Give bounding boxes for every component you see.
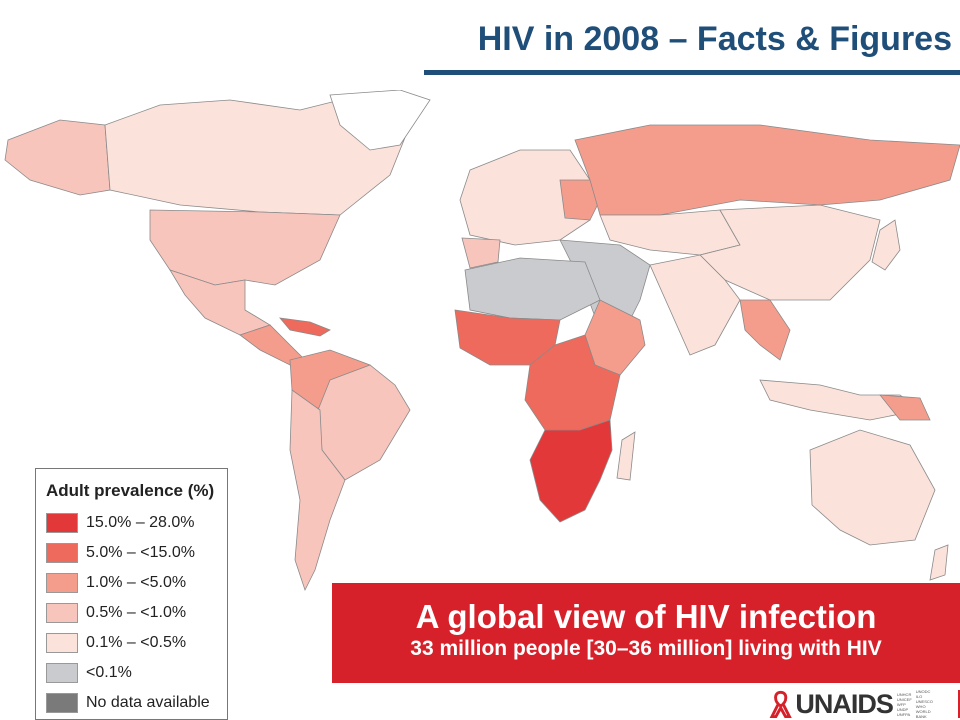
legend-item: 0.1% – <0.5%	[46, 628, 227, 658]
legend-label: <0.1%	[86, 664, 132, 681]
partner-name: UNFPA	[896, 711, 911, 717]
legend-swatch	[46, 693, 78, 713]
region-alaska	[4, 119, 111, 196]
legend-label: No data available	[86, 694, 210, 711]
legend-label: 5.0% – <15.0%	[86, 544, 195, 561]
headline-banner: A global view of HIV infection 33 millio…	[332, 583, 960, 683]
region-north-africa	[464, 257, 601, 321]
red-ribbon-icon	[769, 690, 792, 718]
region-papua-new-guinea	[879, 394, 931, 421]
logo-partners: UNHCR UNICEF WFP UNDP UNFPA	[897, 692, 912, 717]
logo-divider	[958, 690, 960, 718]
legend-title: Adult prevalence (%)	[46, 481, 215, 500]
region-southern-africa	[529, 419, 613, 523]
legend-label: 0.5% – <1.0%	[86, 604, 187, 621]
legend-swatch	[46, 543, 78, 563]
legend-item: 0.5% – <1.0%	[46, 598, 227, 628]
region-usa	[149, 209, 341, 286]
legend-item: No data available	[46, 688, 227, 718]
partner-name: UNHCR	[896, 691, 912, 697]
legend-swatch	[46, 603, 78, 623]
region-south-america-south	[289, 389, 346, 592]
region-japan	[871, 219, 901, 271]
logo-wordmark: UNAIDS	[795, 688, 894, 719]
region-southeast-asia	[739, 299, 791, 361]
partner-name: WORLD BANK	[915, 709, 931, 719]
partner-name: WFP	[896, 701, 906, 707]
partner-name: UNESCO	[915, 699, 933, 704]
legend-item: <0.1%	[46, 658, 227, 688]
region-greenland	[329, 90, 431, 151]
region-central-africa	[524, 334, 621, 431]
banner-headline: A global view of HIV infection	[415, 598, 877, 635]
region-russia	[574, 124, 960, 216]
region-canada	[104, 94, 411, 216]
legend-label: 0.1% – <0.5%	[86, 634, 187, 651]
partner-name: UNODC	[915, 689, 931, 694]
region-europe	[459, 149, 591, 246]
region-caribbean	[279, 317, 331, 337]
legend-swatch	[46, 633, 78, 653]
region-india	[649, 254, 741, 356]
legend-swatch	[46, 663, 78, 683]
region-eastern-europe	[559, 179, 601, 221]
map-legend: Adult prevalence (%) 15.0% – 28.0% 5.0% …	[35, 468, 228, 720]
legend-label: 1.0% – <5.0%	[86, 574, 187, 591]
region-iberia	[461, 237, 501, 269]
title-underline	[424, 70, 960, 75]
region-madagascar	[616, 431, 636, 481]
partner-name: WHO	[915, 704, 926, 709]
partner-name: ILO	[915, 694, 923, 699]
unaids-logo: UNAIDS UNHCR UNICEF WFP UNDP UNFPA UNODC…	[768, 688, 960, 720]
region-china	[699, 204, 881, 301]
logo-partners: UNODC ILO UNESCO WHO WORLD BANK	[916, 689, 942, 719]
legend-item: 15.0% – 28.0%	[46, 508, 227, 538]
region-australia	[809, 429, 936, 546]
slide-title: HIV in 2008 – Facts & Figures	[477, 20, 952, 58]
legend-swatch	[46, 573, 78, 593]
partner-name: UNDP	[896, 706, 909, 712]
world-prevalence-map	[4, 90, 960, 592]
region-new-zealand	[929, 544, 949, 581]
legend-swatch	[46, 513, 78, 533]
partner-name: UNICEF	[896, 696, 912, 702]
legend-label: 15.0% – 28.0%	[86, 514, 195, 531]
legend-item: 1.0% – <5.0%	[46, 568, 227, 598]
banner-subline: 33 million people [30–36 million] living…	[410, 637, 882, 660]
legend-item: 5.0% – <15.0%	[46, 538, 227, 568]
